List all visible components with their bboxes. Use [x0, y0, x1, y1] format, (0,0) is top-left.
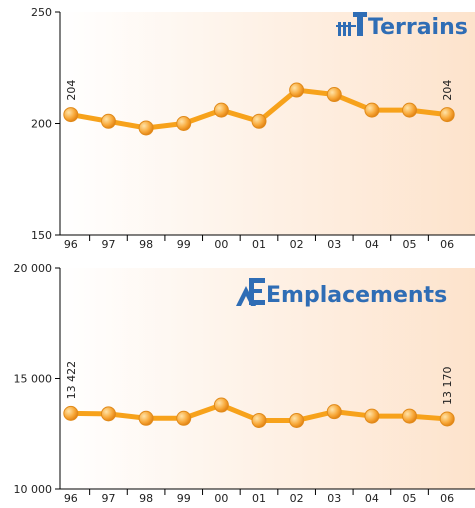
x-tick-label: 96: [64, 238, 78, 251]
point: [213, 102, 229, 118]
y-tick-label: 250: [31, 6, 52, 19]
x-tick-label: 00: [214, 492, 228, 504]
chart-title: Emplacements: [266, 283, 447, 308]
point: [138, 120, 154, 136]
point: [100, 406, 116, 422]
y-tick-label: 10 000: [14, 483, 53, 496]
x-tick-label: 05: [403, 238, 417, 251]
x-tick-label: 02: [290, 238, 304, 251]
point: [213, 397, 229, 413]
x-tick-label: 98: [139, 492, 153, 504]
x-tick-label: 04: [365, 238, 379, 251]
plot-bg: [60, 268, 475, 489]
x-tick-label: 03: [327, 238, 341, 251]
x-tick-label: 03: [327, 492, 341, 504]
x-tick-label: 97: [101, 492, 115, 504]
point: [326, 404, 342, 420]
x-tick-label: 96: [64, 492, 78, 504]
x-tick-label: 99: [177, 492, 191, 504]
x-tick-label: 04: [365, 492, 379, 504]
chart-title: Terrains: [368, 15, 468, 40]
x-tick-label: 02: [290, 492, 304, 504]
x-tick-label: 05: [403, 492, 417, 504]
y-tick-label: 150: [31, 229, 52, 242]
value-label: 204: [65, 80, 78, 101]
point: [289, 82, 305, 98]
x-tick-label: 01: [252, 238, 266, 251]
value-label: 204: [441, 80, 454, 101]
value-label: 13 170: [441, 366, 454, 405]
point: [364, 408, 380, 424]
point: [402, 408, 418, 424]
point: [439, 411, 455, 427]
x-tick-label: 01: [252, 492, 266, 504]
emplacements-icon: [236, 278, 265, 306]
x-tick-label: 06: [440, 492, 454, 504]
point: [63, 405, 79, 421]
terrains-icon: [336, 12, 367, 36]
y-tick-label: 20 000: [14, 262, 53, 275]
point: [63, 107, 79, 123]
point: [176, 410, 192, 426]
x-tick-label: 97: [101, 238, 115, 251]
x-tick-label: 06: [440, 238, 454, 251]
x-tick-label: 00: [214, 238, 228, 251]
point: [364, 102, 380, 118]
y-tick-label: 200: [31, 118, 52, 131]
point: [176, 116, 192, 131]
point: [439, 107, 455, 123]
point: [251, 412, 267, 428]
point: [326, 87, 342, 103]
point: [251, 113, 267, 129]
point: [289, 412, 305, 428]
x-tick-label: 98: [139, 238, 153, 251]
point: [100, 113, 116, 129]
x-tick-label: 99: [177, 238, 191, 251]
value-label: 13 422: [65, 361, 78, 400]
y-tick-label: 15 000: [14, 373, 53, 386]
point: [138, 410, 154, 426]
point: [402, 102, 418, 118]
